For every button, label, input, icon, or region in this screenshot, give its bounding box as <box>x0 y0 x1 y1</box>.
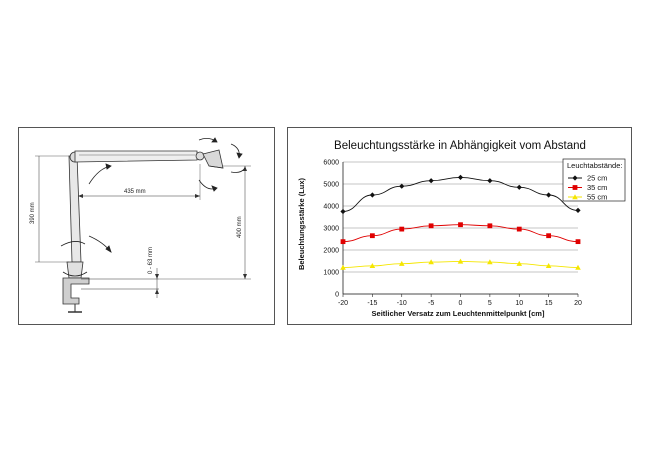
y-tick-label: 4000 <box>323 204 339 211</box>
y-tick-label: 5000 <box>323 182 339 189</box>
legend-marker <box>572 185 578 190</box>
y-tick-label: 3000 <box>323 226 339 233</box>
lamp-vertical-arm <box>68 155 82 263</box>
plot-area: 0 1000 2000 3000 4000 5000 6000 -20 -15 -10 -5 0 5 10… <box>323 160 582 308</box>
data-point-55-cm <box>575 264 581 270</box>
data-point-35-cm <box>546 233 552 239</box>
data-point-55-cm <box>487 259 493 265</box>
y-tick-label: 2000 <box>323 248 339 255</box>
legend-label: 25 cm <box>587 174 607 183</box>
x-tick-label: 10 <box>515 300 523 307</box>
data-point-35-cm <box>575 239 581 245</box>
data-point-25-cm <box>487 178 493 184</box>
lamp-clamp <box>62 277 90 305</box>
x-tick-label: 20 <box>574 300 582 307</box>
x-tick-label: -5 <box>428 300 434 307</box>
data-point-35-cm <box>458 222 463 228</box>
legend-box <box>562 158 626 202</box>
x-tick-label: -20 <box>338 300 348 307</box>
data-point-25-cm <box>575 207 581 213</box>
data-point-25-cm <box>516 184 522 190</box>
chart-panel: Beleuchtungsstärke in Abhängigkeit vom A… <box>287 127 632 325</box>
y-tick-label: 0 <box>335 292 339 299</box>
rotation-arrows <box>60 137 246 277</box>
data-point-55-cm <box>516 260 523 266</box>
legend-marker <box>572 175 578 181</box>
data-point-35-cm <box>369 233 375 239</box>
data-point-55-cm <box>428 259 434 265</box>
data-point-55-cm <box>369 263 376 269</box>
x-tick-label: -15 <box>367 300 377 307</box>
data-point-25-cm <box>457 174 464 180</box>
legend-marker <box>572 194 578 200</box>
data-point-35-cm <box>487 223 493 229</box>
series-line-25-cm <box>342 176 579 212</box>
legend-label: 35 cm <box>587 183 607 192</box>
data-point-25-cm <box>428 178 434 184</box>
lamp-head-joint <box>195 151 205 161</box>
series-line-35-cm <box>342 224 579 243</box>
x-axis-title: Seitlicher Versatz zum Leuchtenmittelpun… <box>372 309 545 318</box>
data-point-55-cm <box>398 260 405 266</box>
chart-title: Beleuchtungsstärke in Abhängigkeit vom A… <box>334 140 586 152</box>
dim-label-clamp: 0 - 63 mm <box>148 247 154 274</box>
data-point-35-cm <box>340 239 346 245</box>
data-point-55-cm <box>545 263 552 269</box>
x-tick-label: -10 <box>397 300 407 307</box>
y-tick-label: 6000 <box>323 160 339 167</box>
data-point-25-cm <box>546 192 552 198</box>
x-tick-label: 15 <box>545 300 553 307</box>
data-point-55-cm <box>340 264 346 270</box>
data-point-25-cm <box>399 183 405 189</box>
data-point-35-cm <box>516 226 522 232</box>
illuminance-chart: Beleuchtungsstärke in Abhängigkeit vom A… <box>297 140 626 318</box>
data-point-35-cm <box>399 226 405 232</box>
lamp-shade <box>202 149 224 169</box>
x-tick-label: 5 <box>488 300 492 307</box>
legend-title: Leuchtabstände: <box>567 161 622 170</box>
x-tick-label: 0 <box>459 300 463 307</box>
data-point-25-cm <box>340 208 346 215</box>
dim-label-390: 390 mm <box>30 202 36 224</box>
lamp-diagram: 390 mm 435 mm 400 mm 0 - 63 mm <box>30 137 251 313</box>
lamp-diagram-panel: 390 mm 435 mm 400 mm 0 - 63 mm <box>18 127 275 325</box>
data-point-55-cm <box>457 258 464 264</box>
dim-label-400: 400 mm <box>237 216 243 238</box>
y-axis-title: Beleuchtungsstärke (Lux) <box>297 177 306 270</box>
data-point-25-cm <box>369 192 375 198</box>
lamp-horizontal-arm <box>74 150 198 163</box>
y-tick-label: 1000 <box>323 270 339 277</box>
data-point-35-cm <box>428 223 434 229</box>
legend-label: 55 cm <box>587 193 607 202</box>
dim-label-435: 435 mm <box>124 189 146 195</box>
